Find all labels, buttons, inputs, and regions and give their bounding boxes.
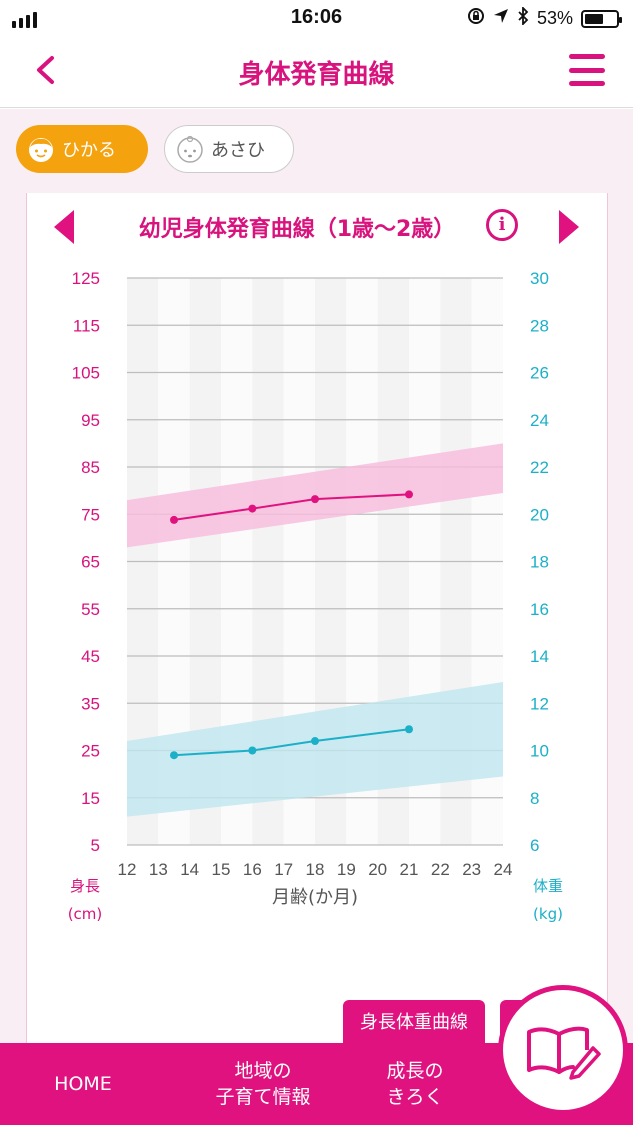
rotation-lock-icon xyxy=(467,7,485,30)
left-tick-label: 25 xyxy=(81,742,100,761)
left-axis-unit: (cm) xyxy=(68,905,103,923)
x-tick-label: 24 xyxy=(494,860,513,879)
right-tick-label: 22 xyxy=(530,458,549,477)
x-tick-label: 22 xyxy=(431,860,450,879)
tab-local-label-2: 子育て情報 xyxy=(215,1086,311,1108)
left-tick-label: 115 xyxy=(73,316,100,335)
x-tick-label: 13 xyxy=(149,860,168,879)
left-tick-label: 125 xyxy=(72,269,100,288)
battery-percent: 53% xyxy=(536,8,573,28)
height-data-point xyxy=(311,495,319,504)
right-tick-label: 10 xyxy=(530,742,549,761)
weight-data-point xyxy=(311,737,319,746)
x-tick-label: 23 xyxy=(462,860,481,879)
info-button[interactable]: i xyxy=(486,209,518,241)
notebook-pencil-icon xyxy=(527,1026,601,1080)
prev-chart-button[interactable] xyxy=(54,210,74,244)
x-tick-label: 16 xyxy=(243,860,262,879)
height-data-point xyxy=(405,490,413,499)
left-tick-label: 35 xyxy=(81,694,100,713)
app-header: 身体発育曲線 xyxy=(0,36,633,108)
child-tab-hikaru[interactable]: ひかる xyxy=(16,125,148,173)
weight-percentile-band xyxy=(127,681,503,817)
right-tick-label: 24 xyxy=(530,411,549,430)
next-chart-button[interactable] xyxy=(559,210,579,244)
height-data-point xyxy=(248,504,257,513)
x-tick-label: 21 xyxy=(400,860,419,879)
left-tick-label: 65 xyxy=(81,553,100,572)
right-tick-label: 16 xyxy=(530,600,549,619)
tab-growth-label-1: 成長の xyxy=(386,1060,444,1082)
right-tick-label: 8 xyxy=(530,789,539,808)
x-axis-label: 月齢(か月) xyxy=(272,887,358,908)
hamburger-icon xyxy=(569,54,605,59)
left-tick-label: 15 xyxy=(81,789,100,808)
weight-data-point xyxy=(405,725,413,734)
x-tick-label: 14 xyxy=(180,860,199,879)
left-tick-label: 45 xyxy=(81,647,100,666)
signal-icon xyxy=(12,12,37,28)
chart-title: 幼児身体発育曲線（1歳〜2歳） xyxy=(138,217,456,242)
right-axis-unit: (kg) xyxy=(533,905,563,923)
left-tick-label: 105 xyxy=(72,364,100,383)
x-tick-label: 20 xyxy=(368,860,387,879)
x-tick-label: 17 xyxy=(274,860,293,879)
tab-growth-label-2: きろく xyxy=(386,1086,444,1108)
right-axis-label: 体重 xyxy=(533,877,563,895)
height-data-point xyxy=(170,515,178,524)
left-tick-label: 5 xyxy=(91,836,100,855)
tab-growth-record[interactable]: 成長の きろく xyxy=(340,1043,490,1125)
chevron-left-icon xyxy=(37,56,54,84)
left-tick-label: 55 xyxy=(81,600,100,619)
child-name: あさひ xyxy=(211,140,265,161)
weight-data-point xyxy=(248,746,257,755)
tab-local-info[interactable]: 地域の 子育て情報 xyxy=(166,1043,360,1125)
x-tick-label: 18 xyxy=(306,860,325,879)
battery-icon xyxy=(581,9,622,28)
right-tick-label: 6 xyxy=(530,836,539,855)
back-button[interactable] xyxy=(28,50,68,90)
baby-face-icon xyxy=(177,135,203,163)
menu-button[interactable] xyxy=(569,54,605,86)
child-name: ひかる xyxy=(62,140,116,161)
bluetooth-icon xyxy=(517,5,529,30)
right-tick-label: 12 xyxy=(530,694,549,713)
left-axis-label: 身長 xyxy=(70,877,100,895)
x-tick-label: 19 xyxy=(337,860,356,879)
right-tick-label: 30 xyxy=(530,269,549,288)
right-tick-label: 26 xyxy=(530,364,549,383)
page-title: 身体発育曲線 xyxy=(238,60,395,90)
height-weight-chart-button[interactable]: 身長体重曲線 xyxy=(343,1000,485,1046)
x-tick-label: 12 xyxy=(118,860,137,879)
left-tick-label: 95 xyxy=(81,411,100,430)
tab-local-label-1: 地域の xyxy=(234,1060,292,1082)
tab-home[interactable]: HOME xyxy=(0,1043,166,1125)
right-tick-label: 20 xyxy=(530,505,549,524)
status-bar: 16:06 53% xyxy=(0,0,633,36)
record-fab-button[interactable] xyxy=(498,985,628,1115)
left-tick-label: 75 xyxy=(81,505,100,524)
status-time: 16:06 xyxy=(290,6,343,28)
tab-home-label: HOME xyxy=(54,1073,112,1095)
child-tab-asahi[interactable]: あさひ xyxy=(164,125,294,173)
child-face-icon xyxy=(29,138,53,162)
right-tick-label: 28 xyxy=(530,316,549,335)
location-icon xyxy=(493,8,509,29)
height-series-line xyxy=(173,493,410,521)
left-tick-label: 85 xyxy=(81,458,100,477)
weight-series-line xyxy=(173,728,410,757)
weight-data-point xyxy=(170,751,178,760)
child-selector: ひかる あさひ xyxy=(0,109,633,193)
x-tick-label: 15 xyxy=(212,860,231,879)
right-tick-label: 14 xyxy=(530,647,549,666)
right-tick-label: 18 xyxy=(530,553,549,572)
growth-chart: 125 115 105 95 85 75 65 55 45 35 25 15 5 30 28 26 24 22 20… xyxy=(68,269,563,923)
